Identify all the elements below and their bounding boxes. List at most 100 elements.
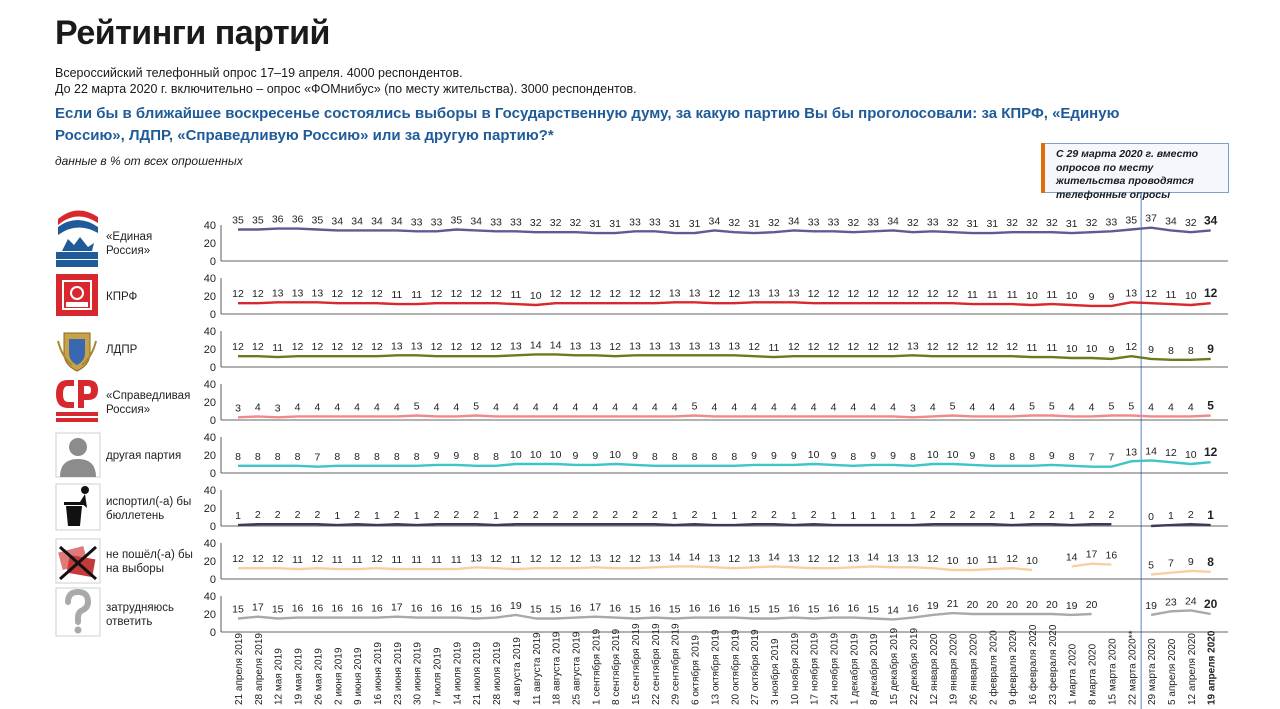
data-label: 8: [1188, 345, 1194, 357]
data-label: 16: [649, 603, 661, 615]
data-label: 12: [589, 288, 601, 300]
data-label: 34: [391, 215, 403, 227]
data-label: 10: [1026, 290, 1038, 302]
data-label: 8: [374, 451, 380, 463]
series-label: на выборы: [106, 563, 164, 575]
data-label: 12: [1204, 286, 1218, 300]
data-label: 16: [411, 603, 423, 615]
data-label: 13: [689, 340, 701, 352]
data-label: 1: [711, 510, 717, 522]
subtitle-method: До 22 марта 2020 г. включительно – опрос…: [55, 82, 637, 96]
data-label: 8: [652, 451, 658, 463]
data-label: 12: [1165, 447, 1177, 459]
data-label: 2: [930, 509, 936, 521]
x-tick-label: 15 декабря 2019: [888, 627, 900, 705]
x-tick-label: 30 июня 2019: [413, 642, 424, 705]
data-label: 4: [1168, 401, 1174, 413]
y-tick-label: 0: [210, 256, 216, 268]
x-tick-label: 9 июня 2019: [353, 647, 364, 705]
data-label: 12: [470, 341, 482, 353]
series-label: испортил(-а) бы: [106, 496, 191, 508]
data-label: 12: [848, 341, 860, 353]
data-label: 33: [411, 216, 423, 228]
data-label: 33: [1106, 216, 1118, 228]
data-label: 4: [434, 401, 440, 413]
y-tick-label: 40: [204, 220, 216, 232]
data-label: 12: [550, 553, 562, 565]
data-label: 12: [649, 288, 661, 300]
data-label: 11: [987, 554, 998, 566]
data-label: 5: [950, 401, 956, 413]
y-tick-label: 0: [210, 521, 216, 533]
data-label: 5: [692, 401, 698, 413]
data-label: 13: [629, 340, 641, 352]
data-label: 31: [748, 218, 760, 230]
data-label: 11: [451, 554, 462, 566]
data-label: 31: [589, 218, 601, 230]
data-label: 12: [986, 341, 998, 353]
data-label: 15: [232, 604, 244, 616]
data-label: 7: [314, 452, 320, 464]
data-label: 8: [692, 451, 698, 463]
data-label: 10: [530, 290, 542, 302]
series-label: затрудняюсь: [106, 602, 174, 614]
data-label: 12: [232, 288, 244, 300]
data-label: 13: [788, 552, 800, 564]
data-label: 10: [927, 449, 939, 461]
data-label: 1: [890, 510, 896, 522]
data-label: 11: [272, 342, 283, 354]
data-label: 9: [453, 450, 459, 462]
data-label: 2: [1049, 509, 1055, 521]
data-label: 9: [1148, 344, 1154, 356]
data-label: 16: [709, 603, 721, 615]
data-label: 12: [530, 553, 542, 565]
data-label: 11: [292, 554, 303, 566]
data-label: 2: [1188, 509, 1194, 521]
data-label: 12: [470, 288, 482, 300]
data-label: 12: [808, 553, 820, 565]
data-label: 11: [1027, 342, 1038, 354]
series-line: [237, 523, 1112, 527]
data-label: 2: [513, 509, 519, 521]
data-label: 5: [1049, 401, 1055, 413]
data-label: 35: [451, 215, 463, 227]
data-label: 8: [731, 451, 737, 463]
data-label: 13: [272, 287, 284, 299]
x-tick-label: 16 февраля 2020: [1027, 624, 1039, 705]
data-label: 13: [312, 287, 324, 299]
data-label: 4: [850, 401, 856, 413]
y-tick-label: 40: [204, 273, 216, 285]
x-tick-label: 19 апреля 2020: [1207, 630, 1218, 705]
data-label: 11: [768, 342, 779, 354]
data-label: 31: [1066, 218, 1078, 230]
data-label: 12: [371, 288, 383, 300]
data-label: 13: [689, 287, 701, 299]
data-label: 12: [927, 341, 939, 353]
data-label: 5: [1029, 401, 1035, 413]
data-label: 8: [235, 451, 241, 463]
data-label: 11: [391, 554, 402, 566]
data-label: 12: [808, 288, 820, 300]
data-label: 8: [394, 451, 400, 463]
data-label: 13: [848, 552, 860, 564]
data-label: 7: [1168, 558, 1174, 570]
y-tick-label: 0: [210, 627, 216, 639]
data-label: 12: [848, 288, 860, 300]
data-label: 12: [629, 288, 641, 300]
data-label: 31: [669, 218, 681, 230]
series-label: «Справедливая: [106, 390, 190, 402]
data-label: 8: [493, 451, 499, 463]
data-label: 2: [434, 509, 440, 521]
data-label: 2: [811, 509, 817, 521]
data-label: 11: [1046, 289, 1057, 301]
data-label: 4: [731, 401, 737, 413]
y-tick-label: 0: [210, 362, 216, 374]
data-label: 33: [629, 216, 641, 228]
data-label: 10: [947, 555, 959, 567]
x-tick-label: 22 марта 2020**: [1127, 630, 1138, 705]
data-label: 3: [910, 402, 916, 414]
data-label: 9: [890, 450, 896, 462]
data-label: 12: [252, 341, 264, 353]
united-russia-logo: [54, 207, 100, 269]
data-label: 1: [850, 510, 856, 522]
